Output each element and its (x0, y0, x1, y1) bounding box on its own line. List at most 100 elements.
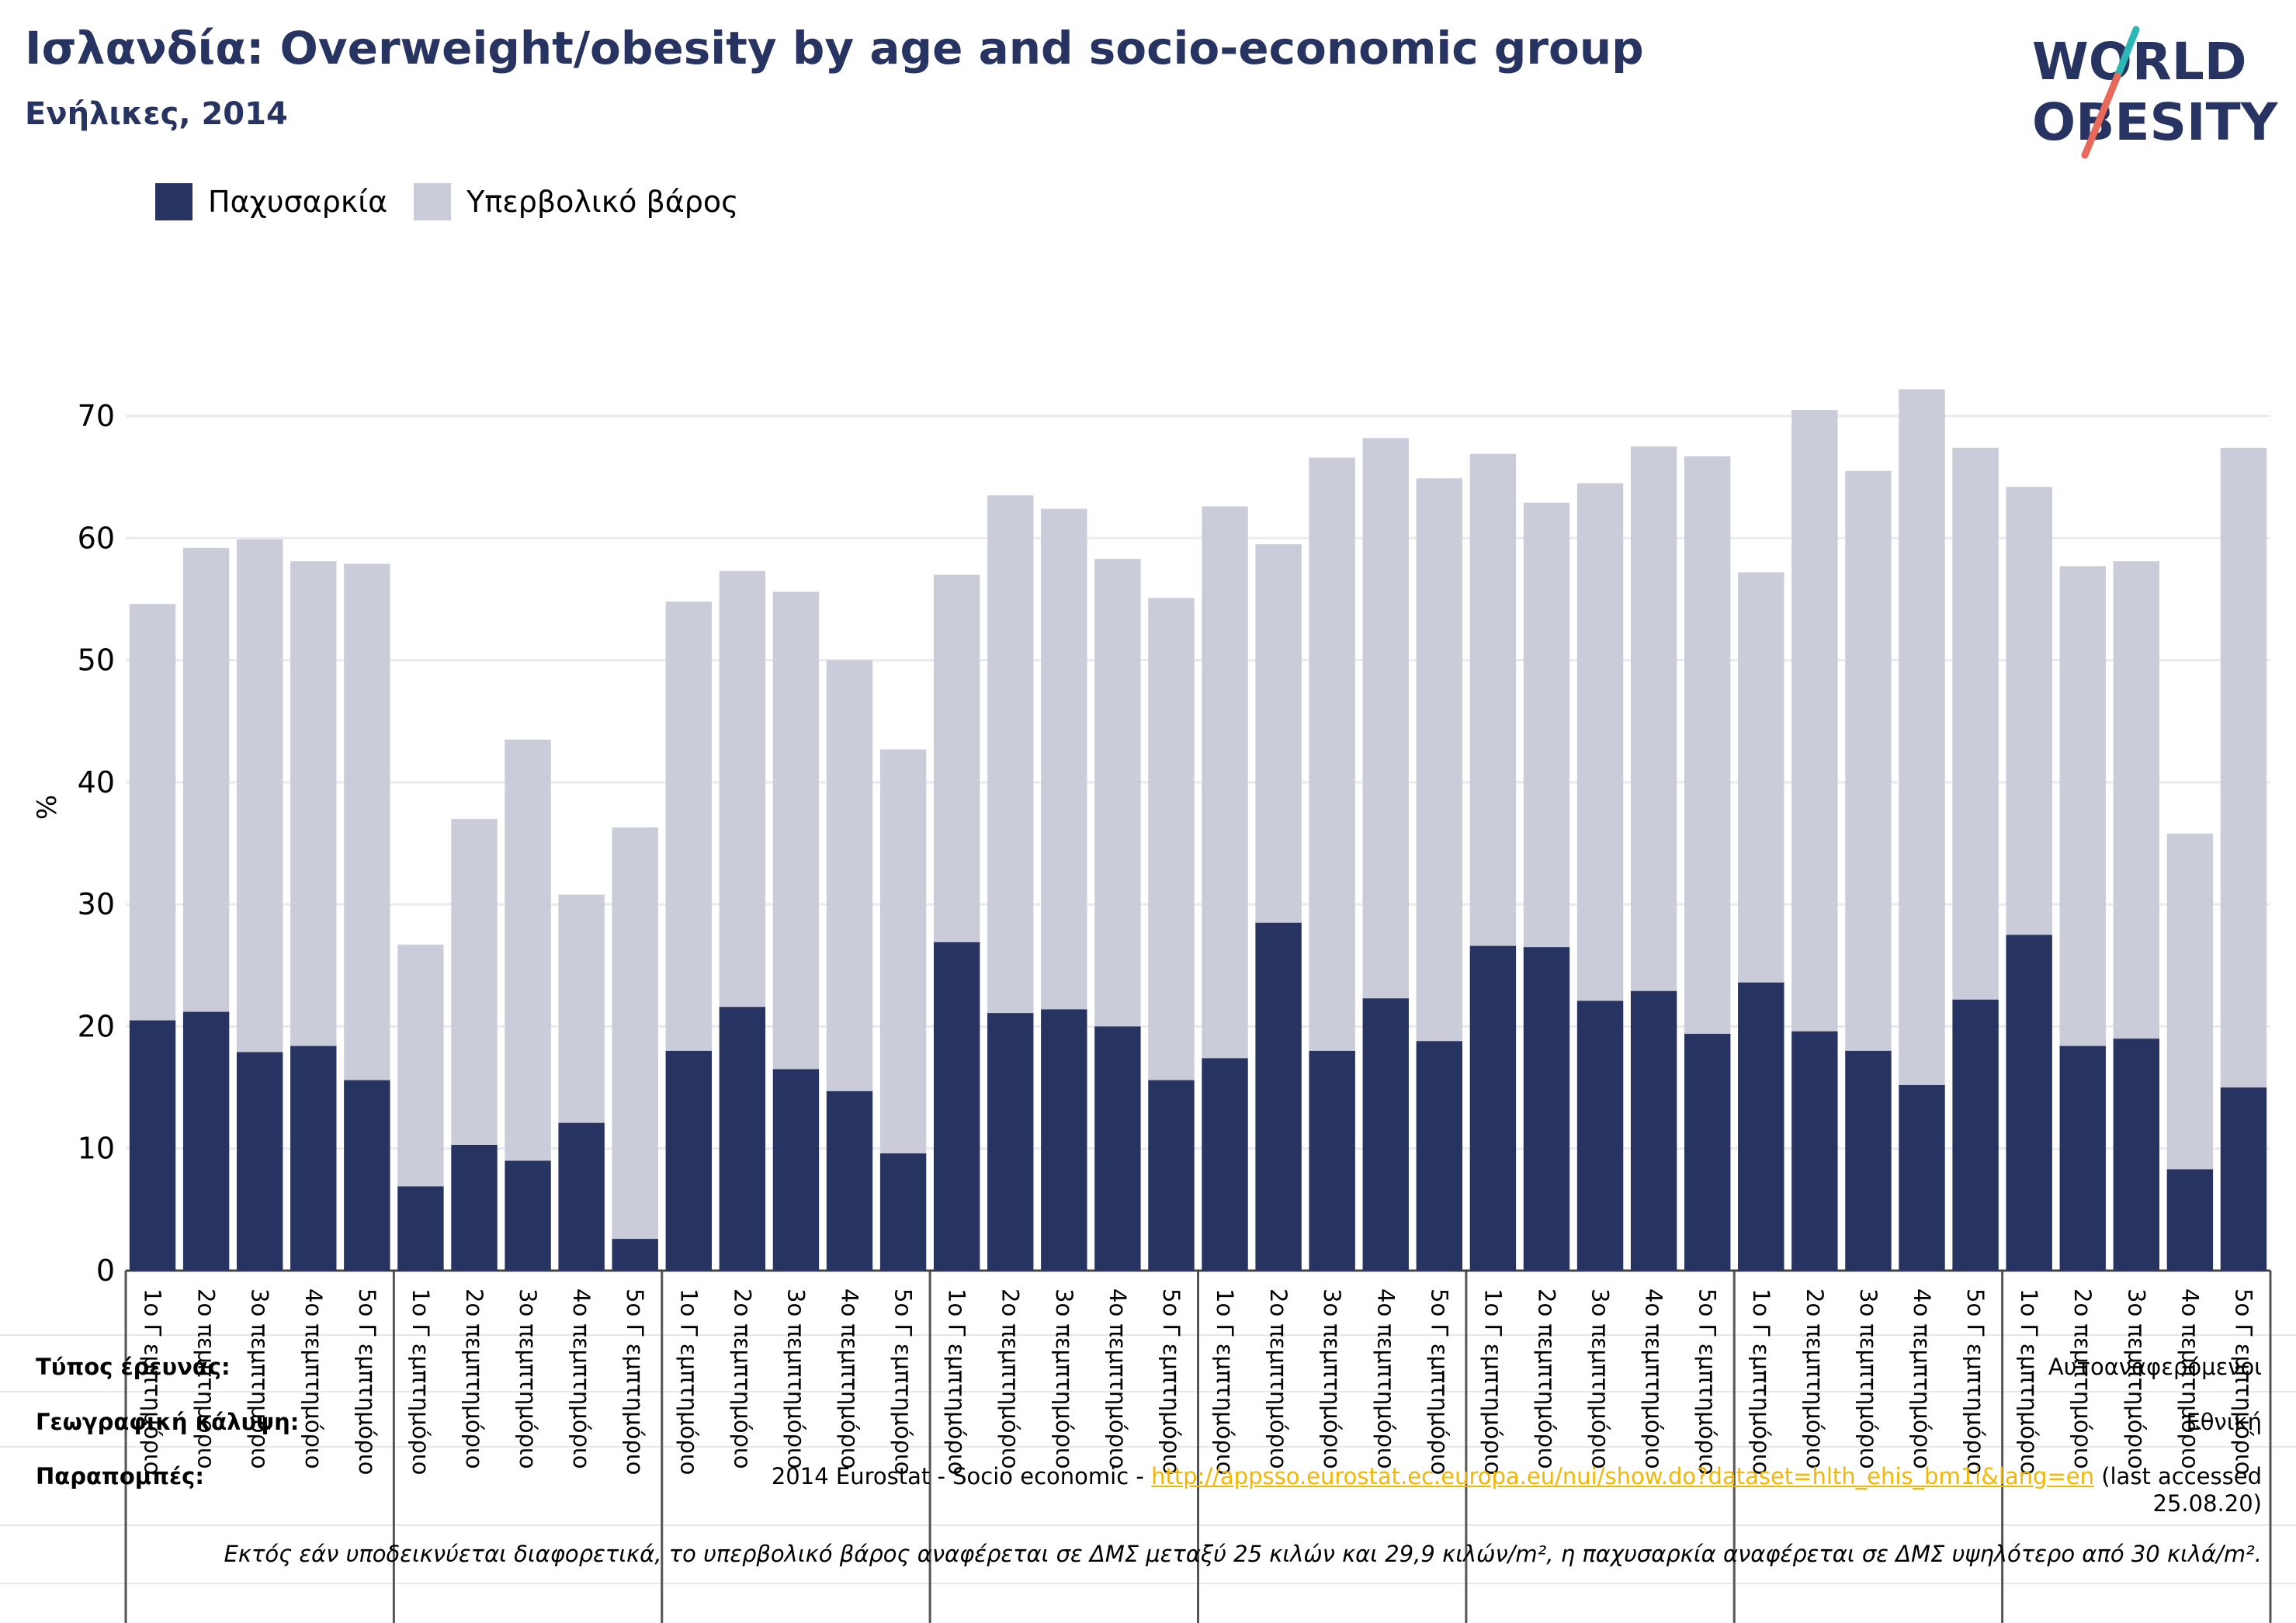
bar-obesity-38 (2166, 1169, 2214, 1271)
bar-obesity-34 (1952, 999, 1999, 1271)
x-tick-label-39: 5ο Γ εμπτημόριο (2230, 1288, 2256, 1475)
bar-overweight-8 (558, 894, 605, 1123)
x-tick-label-25: 1ο Γ εμπτημόριο (1479, 1288, 1506, 1475)
y-tick-label-0: 0 (96, 1254, 115, 1288)
bar-overweight-10 (665, 602, 712, 1051)
x-tick-label-30: 1ο Γ εμπτημόριο (1748, 1288, 1774, 1475)
logo-line2: OBESITY (2032, 92, 2279, 152)
x-tick-label-21: 2ο πεμπτημόριο (1265, 1288, 1292, 1469)
bar-obesity-10 (665, 1050, 712, 1271)
bar-overweight-32 (1845, 470, 1892, 1051)
bar-obesity-29 (1684, 1033, 1731, 1271)
bar-overweight-29 (1684, 456, 1731, 1034)
bar-overweight-16 (987, 495, 1034, 1014)
bar-overweight-35 (2006, 487, 2052, 935)
legend-swatch-overweight (414, 183, 452, 220)
bar-overweight-18 (1094, 559, 1141, 1027)
y-tick-label-50: 50 (78, 643, 115, 678)
x-tick-label-12: 3ο πεμπτημόριο (782, 1288, 809, 1469)
y-tick-label-60: 60 (78, 521, 115, 555)
x-tick-label-1: 2ο πεμπτημόριο (193, 1288, 220, 1469)
bar-obesity-37 (2113, 1039, 2160, 1271)
x-tick-label-23: 4ο πεμπτημόριο (1372, 1288, 1399, 1469)
bar-overweight-15 (933, 574, 980, 942)
y-tick-label-20: 20 (78, 1009, 115, 1043)
x-tick-label-16: 2ο πεμπτημόριο (997, 1288, 1024, 1469)
chart-legend: Παχυσαρκία Υπερβολικό βάρος (155, 180, 765, 224)
bar-overweight-11 (719, 570, 766, 1007)
bar-obesity-12 (772, 1069, 820, 1271)
x-tick-label-19: 5ο Γ εμπτημόριο (1158, 1288, 1184, 1475)
x-tick-label-31: 2ο πεμπτημόριο (1802, 1288, 1828, 1469)
bar-obesity-7 (505, 1160, 551, 1271)
logo-slash-teal (2114, 26, 2140, 80)
references-link[interactable]: http://appsso.eurostat.ec.europa.eu/nui/… (1151, 1463, 2094, 1489)
bar-overweight-13 (826, 660, 873, 1091)
bar-overweight-38 (2166, 833, 2214, 1170)
x-tick-label-5: 1ο Γ εμπτημόριο (408, 1288, 434, 1475)
bar-obesity-30 (1738, 982, 1784, 1271)
bar-obesity-3 (290, 1046, 337, 1271)
legend-label-overweight: Υπερβολικό βάρος (466, 185, 739, 219)
x-tick-label-37: 3ο πεμπτημόριο (2123, 1288, 2149, 1469)
x-tick-label-33: 4ο πεμπτημόριο (1909, 1288, 1935, 1469)
bar-obesity-5 (397, 1186, 444, 1271)
x-tick-label-17: 3ο πεμπτημόριο (1051, 1288, 1077, 1469)
bar-overweight-28 (1630, 446, 1677, 991)
y-tick-label-40: 40 (78, 765, 115, 799)
bar-overweight-9 (612, 827, 658, 1240)
bar-obesity-14 (879, 1153, 927, 1271)
bar-obesity-39 (2220, 1087, 2267, 1271)
x-tick-label-28: 4ο πεμπτημόριο (1641, 1288, 1667, 1469)
bar-obesity-1 (182, 1011, 230, 1271)
x-tick-label-27: 3ο πεμπτημόριο (1587, 1288, 1614, 1469)
x-tick-label-4: 5ο Γ εμπτημόριο (354, 1288, 380, 1475)
x-tick-label-10: 1ο Γ εμπτημόριο (675, 1288, 702, 1475)
bar-obesity-35 (2006, 935, 2052, 1271)
bar-overweight-20 (1202, 506, 1248, 1059)
bar-obesity-26 (1523, 947, 1570, 1271)
bar-obesity-2 (236, 1052, 283, 1271)
x-tick-label-6: 2ο πεμπτημόριο (461, 1288, 487, 1469)
x-tick-label-3: 4ο πεμπτημόριο (300, 1288, 327, 1469)
x-tick-label-7: 3ο πεμπτημόριο (515, 1288, 541, 1469)
chart-subtitle: Ενήλικες, 2014 (25, 96, 288, 132)
bar-obesity-33 (1899, 1084, 1945, 1271)
bar-obesity-31 (1791, 1031, 1838, 1271)
x-tick-label-8: 4ο πεμπτημόριο (568, 1288, 595, 1469)
x-tick-label-24: 5ο Γ εμπτημόριο (1426, 1288, 1452, 1475)
bar-overweight-19 (1148, 598, 1195, 1080)
x-tick-label-29: 5ο Γ εμπτημόριο (1694, 1288, 1721, 1475)
bar-overweight-31 (1791, 410, 1838, 1032)
bar-obesity-4 (344, 1080, 390, 1271)
bar-overweight-33 (1899, 389, 1945, 1085)
bar-overweight-2 (236, 539, 283, 1053)
bar-obesity-8 (558, 1122, 605, 1271)
x-tick-label-22: 3ο πεμπτημόριο (1319, 1288, 1345, 1469)
bar-overweight-26 (1523, 502, 1570, 948)
x-tick-label-35: 1ο Γ εμπτημόριο (2016, 1288, 2042, 1475)
legend-item-overweight: Υπερβολικό βάρος (414, 183, 738, 220)
bar-overweight-30 (1738, 572, 1784, 983)
bar-obesity-25 (1469, 945, 1517, 1271)
x-tick-label-36: 2ο πεμπτημόριο (2069, 1288, 2096, 1469)
bar-overweight-5 (397, 945, 444, 1187)
bar-obesity-36 (2059, 1046, 2106, 1271)
bar-obesity-18 (1094, 1026, 1141, 1271)
bar-obesity-19 (1148, 1080, 1195, 1271)
x-tick-label-26: 2ο πεμπτημόριο (1533, 1288, 1559, 1469)
bar-overweight-39 (2220, 447, 2267, 1088)
bar-obesity-32 (1845, 1050, 1892, 1271)
bar-obesity-21 (1255, 922, 1302, 1271)
bar-overweight-7 (505, 739, 551, 1161)
logo-slash-coral (2081, 72, 2121, 159)
x-tick-label-14: 5ο Γ εμπτημόριο (890, 1288, 917, 1475)
bar-obesity-27 (1576, 1001, 1624, 1271)
x-tick-label-32: 3ο πεμπτημόριο (1855, 1288, 1882, 1469)
x-tick-label-34: 5ο Γ εμπτημόριο (1962, 1288, 1989, 1475)
chart-title: Ισλανδία: Overweight/obesity by age and … (25, 22, 1644, 75)
y-tick-label-30: 30 (78, 887, 115, 921)
bar-overweight-37 (2113, 561, 2160, 1039)
bar-overweight-1 (182, 547, 230, 1012)
